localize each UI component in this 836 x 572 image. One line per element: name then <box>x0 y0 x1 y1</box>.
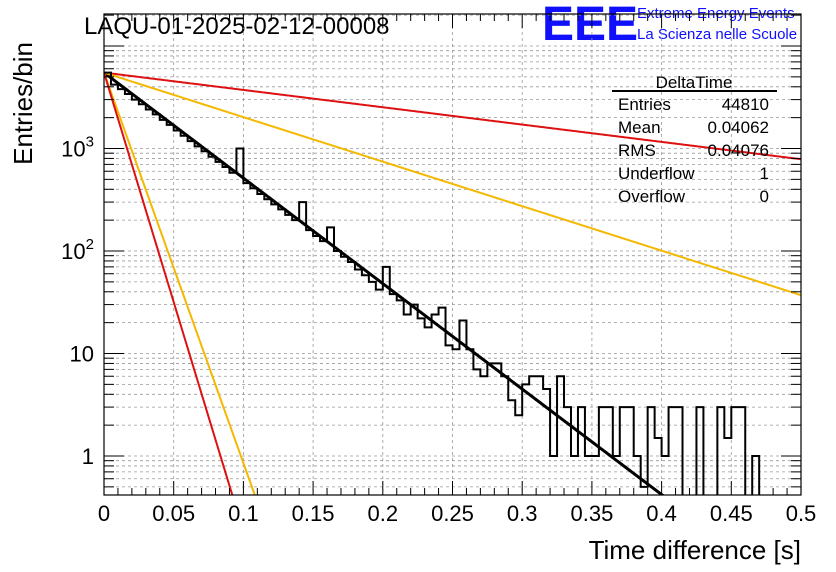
upper-limit-red <box>104 71 801 161</box>
y-tick-labels: 1 10 102 103 <box>61 134 94 470</box>
stats-mean-value: 0.04062 <box>708 118 769 137</box>
x-tick-label: 0.2 <box>368 501 399 526</box>
stats-mean-label: Mean <box>618 118 661 137</box>
x-tick-label: 0.1 <box>228 501 259 526</box>
axis-ticks <box>103 14 802 495</box>
stats-rms-value: 0.04076 <box>708 141 769 160</box>
run-title: LAQU-01-2025-02-12-00008 <box>84 13 390 40</box>
eee-logo: EEE <box>542 0 638 51</box>
stats-rms-label: RMS <box>618 141 656 160</box>
x-tick-label: 0.15 <box>292 501 335 526</box>
x-tick-label: 0 <box>98 501 110 526</box>
x-tick-label: 0.25 <box>431 501 474 526</box>
x-tick-labels: 0 0.05 0.1 0.15 0.2 0.25 0.3 0.35 0.4 0.45 0.5 <box>98 501 816 526</box>
stats-overflow-value: 0 <box>760 187 769 206</box>
stats-entries-value: 44810 <box>722 95 769 114</box>
x-tick-label: 0.45 <box>710 501 753 526</box>
x-tick-label: 0.5 <box>786 501 817 526</box>
y-tick-label: 103 <box>61 134 94 162</box>
y-tick-label: 10 <box>70 342 94 367</box>
lower-limit-orange <box>104 72 256 495</box>
y-axis-title: Entries/bin <box>8 42 38 165</box>
x-tick-label: 0.35 <box>570 501 613 526</box>
stats-box: DeltaTime Entries 44810 Mean 0.04062 RMS… <box>612 73 777 206</box>
stats-underflow-value: 1 <box>760 164 769 183</box>
lower-limit-red <box>104 72 234 495</box>
y-tick-label: 102 <box>61 236 94 264</box>
stats-entries-label: Entries <box>618 95 671 114</box>
stats-overflow-label: Overflow <box>618 187 686 206</box>
org-subtitle: La Scienza nelle Scuole <box>637 26 797 43</box>
stats-underflow-label: Underflow <box>618 164 695 183</box>
stats-box-title: DeltaTime <box>656 73 733 92</box>
x-tick-label: 0.4 <box>646 501 677 526</box>
x-tick-label: 0.3 <box>507 501 538 526</box>
upper-limit-orange <box>104 71 801 297</box>
x-axis-title: Time difference [s] <box>589 535 801 565</box>
histogram-deltatime <box>104 71 761 495</box>
y-tick-label: 1 <box>82 444 94 469</box>
x-tick-label: 0.05 <box>152 501 195 526</box>
